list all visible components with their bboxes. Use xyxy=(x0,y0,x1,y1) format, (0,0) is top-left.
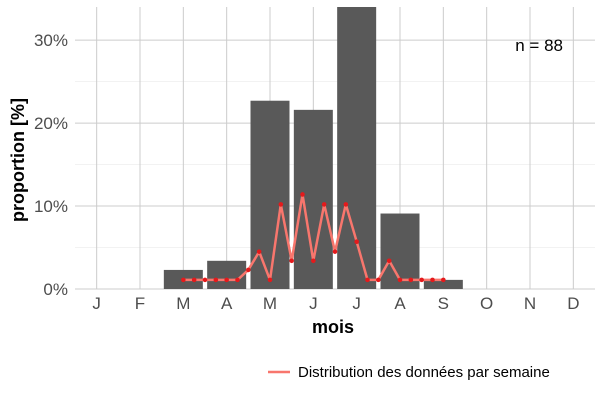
x-tick-label: M xyxy=(263,294,277,313)
x-tick-label: D xyxy=(567,294,579,313)
x-tick-label: J xyxy=(352,294,361,313)
bar xyxy=(423,279,463,289)
y-tick-label: 0% xyxy=(43,280,68,299)
sample-size-annotation: n = 88 xyxy=(515,36,563,55)
x-tick-label: A xyxy=(221,294,233,313)
y-axis-title: proportion [%] xyxy=(8,98,28,222)
bar xyxy=(207,260,247,289)
series-point xyxy=(202,277,208,283)
y-tick-label: 10% xyxy=(34,197,68,216)
bar xyxy=(337,7,377,289)
series-point xyxy=(191,277,197,283)
x-tick-label: J xyxy=(92,294,101,313)
x-tick-label: F xyxy=(135,294,145,313)
series-point xyxy=(256,249,262,254)
x-tick-label: M xyxy=(176,294,190,313)
series-point xyxy=(430,277,435,283)
bar xyxy=(380,213,420,289)
x-tick-label: N xyxy=(524,294,536,313)
series-point xyxy=(354,239,359,245)
series-point xyxy=(311,258,316,264)
legend-label: Distribution des données par semaine xyxy=(298,364,550,381)
series-point xyxy=(181,277,186,283)
y-tick-label: 20% xyxy=(34,114,68,133)
series-point xyxy=(408,277,414,283)
series-point xyxy=(376,277,381,283)
series-point xyxy=(343,202,349,207)
series-point xyxy=(289,258,294,264)
series-point xyxy=(419,277,424,283)
y-axis-ticks: 0% 10% 20% 30% xyxy=(34,31,68,299)
series-point xyxy=(267,277,273,283)
series-point xyxy=(386,258,392,264)
x-tick-label: O xyxy=(480,294,493,313)
series-point xyxy=(397,277,403,283)
series-point xyxy=(332,249,338,254)
series-point xyxy=(300,192,305,197)
series-point xyxy=(321,202,327,207)
series-point xyxy=(246,267,251,273)
series-point xyxy=(224,277,229,283)
weekly-series xyxy=(181,192,446,283)
x-tick-label: J xyxy=(309,294,318,313)
series-point xyxy=(235,277,240,283)
series-point xyxy=(213,277,219,283)
series-point xyxy=(365,277,370,283)
y-tick-label: 30% xyxy=(34,31,68,50)
x-axis-title: mois xyxy=(312,317,354,337)
series-point xyxy=(278,202,284,207)
bar xyxy=(250,100,290,289)
legend: Distribution des données par semaine xyxy=(268,364,550,381)
x-tick-label: S xyxy=(438,294,449,313)
x-tick-label: A xyxy=(394,294,406,313)
series-point xyxy=(441,277,446,283)
